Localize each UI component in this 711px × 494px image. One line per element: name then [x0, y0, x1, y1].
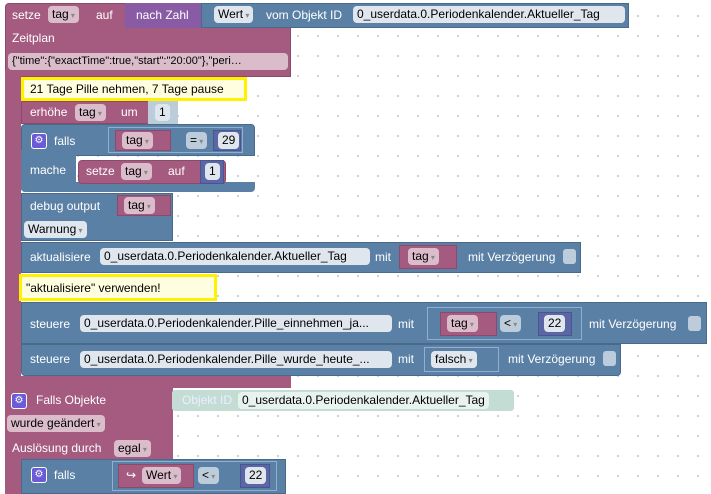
object-id-field[interactable]: 0_userdata.0.Periodenkalender.Pille_wurd…: [80, 351, 392, 368]
operator-dropdown[interactable]: <: [500, 315, 522, 332]
to-number-block[interactable]: [125, 3, 203, 28]
operator-dropdown[interactable]: =: [186, 132, 208, 149]
number-field[interactable]: 22: [245, 467, 267, 484]
set-variable-dropdown[interactable]: tag: [121, 163, 152, 180]
boolean-dropdown[interactable]: falsch: [431, 351, 477, 368]
schedule-rail: [5, 70, 21, 386]
object-id-field[interactable]: 0_userdata.0.Periodenkalender.Aktueller_…: [100, 248, 370, 265]
number-field[interactable]: 22: [544, 315, 566, 332]
trigger-value-dropdown[interactable]: Wert: [142, 467, 182, 484]
object-id-field[interactable]: 0_userdata.0.Periodenkalender.Aktueller_…: [238, 392, 489, 409]
auf-label: auf: [96, 8, 113, 22]
comment-text: 21 Tage Pille nehmen, 7 Tage pause: [30, 82, 224, 96]
vom-objekt-label: vom Objekt ID: [266, 8, 343, 22]
ausloesung-label: Auslösung durch: [12, 441, 102, 455]
delay-label: mit Verzögerung: [508, 352, 596, 366]
auf-label: auf: [168, 164, 185, 178]
mit-label: mit: [398, 317, 414, 331]
mit-label: mit: [398, 352, 414, 366]
if-variable-dropdown[interactable]: tag: [122, 132, 153, 149]
delay-checkbox[interactable]: [603, 351, 616, 366]
ausloesung-dropdown[interactable]: egal: [114, 440, 151, 457]
object-id-field[interactable]: 0_userdata.0.Periodenkalender.Pille_einn…: [80, 315, 392, 332]
object-id-field[interactable]: 0_userdata.0.Periodenkalender.Aktueller_…: [353, 6, 625, 23]
increment-variable-dropdown[interactable]: tag: [75, 104, 106, 121]
comment-block[interactable]: 21 Tage Pille nehmen, 7 Tage pause: [21, 77, 247, 101]
if-label: falls: [54, 134, 76, 148]
um-label: um: [121, 105, 138, 119]
debug-label: debug output: [30, 199, 101, 213]
control-label: steuere: [30, 317, 71, 331]
delay-label: mit Verzögerung: [468, 250, 556, 264]
gear-icon[interactable]: ⚙: [31, 133, 47, 149]
comment-text: "aktualisiere" verwenden!: [26, 281, 161, 295]
control-variable-dropdown[interactable]: tag: [447, 315, 478, 332]
event-dropdown[interactable]: wurde geändert: [7, 415, 105, 432]
delay-checkbox[interactable]: [563, 249, 576, 264]
schedule-bottom: [5, 376, 291, 388]
do-label: mache: [30, 163, 67, 177]
operator-dropdown[interactable]: <: [198, 467, 220, 484]
number-field[interactable]: 1: [155, 104, 170, 121]
comment-block[interactable]: "aktualisiere" verwenden!: [19, 274, 217, 301]
update-variable-dropdown[interactable]: tag: [408, 248, 439, 265]
mit-label: mit: [375, 250, 391, 264]
update-label: aktualisiere: [30, 250, 91, 264]
number-field[interactable]: 29: [218, 132, 240, 149]
trigger-label: Falls Objekte: [36, 393, 107, 407]
gear-icon[interactable]: ⚙: [31, 467, 47, 483]
return-arrow-icon: ↪: [126, 468, 137, 482]
attribute-dropdown[interactable]: Wert: [214, 6, 254, 23]
if-label: falls: [54, 468, 76, 482]
gear-icon[interactable]: ⚙: [11, 393, 27, 409]
if-bottom: [21, 182, 255, 192]
number-field[interactable]: 1: [205, 163, 220, 180]
schedule-field[interactable]: {"time":{"exactTime":true,"start":"20:00…: [8, 53, 288, 70]
log-level-dropdown[interactable]: Warnung: [24, 221, 87, 238]
objekt-id-label: Objekt ID: [182, 393, 233, 407]
increment-label: erhöhe: [30, 105, 68, 119]
debug-variable-dropdown[interactable]: tag: [124, 197, 155, 214]
trigger-rail: [5, 455, 21, 494]
variable-dropdown[interactable]: tag: [48, 6, 79, 23]
control-label: steuere: [30, 352, 71, 366]
setze-label: setze: [12, 8, 41, 22]
delay-checkbox[interactable]: [688, 316, 701, 331]
to-number-label: nach Zahl: [136, 8, 189, 22]
schedule-label: Zeitplan: [12, 31, 55, 45]
trigger-value-block[interactable]: [118, 464, 194, 488]
delay-label: mit Verzögerung: [589, 317, 677, 331]
setze-label: setze: [86, 164, 115, 178]
